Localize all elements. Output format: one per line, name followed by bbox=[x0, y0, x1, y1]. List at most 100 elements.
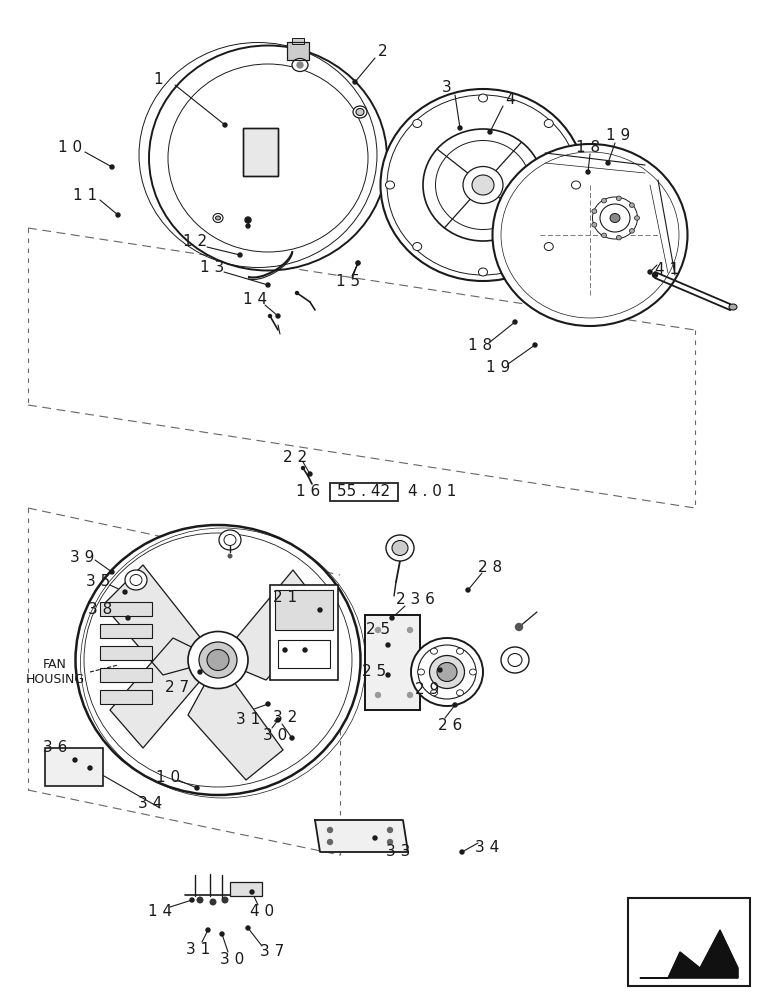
Text: 4: 4 bbox=[505, 93, 515, 107]
Text: 2: 2 bbox=[378, 44, 388, 60]
Ellipse shape bbox=[353, 106, 367, 118]
Text: 3 8: 3 8 bbox=[88, 602, 112, 617]
Polygon shape bbox=[110, 638, 218, 748]
Text: 1 9: 1 9 bbox=[486, 360, 510, 375]
Ellipse shape bbox=[501, 647, 529, 673]
Text: 1 6: 1 6 bbox=[296, 485, 320, 499]
Text: 2 5: 2 5 bbox=[362, 664, 386, 680]
Ellipse shape bbox=[437, 662, 457, 682]
Text: 3 2: 3 2 bbox=[273, 710, 297, 726]
Circle shape bbox=[388, 828, 392, 832]
Text: 4 1: 4 1 bbox=[655, 262, 679, 277]
Circle shape bbox=[586, 170, 590, 174]
Polygon shape bbox=[218, 570, 328, 680]
Circle shape bbox=[228, 554, 232, 558]
Text: 1 0: 1 0 bbox=[58, 140, 82, 155]
Circle shape bbox=[210, 899, 216, 905]
Circle shape bbox=[458, 126, 462, 130]
Ellipse shape bbox=[592, 209, 597, 213]
Circle shape bbox=[606, 161, 610, 165]
Circle shape bbox=[246, 926, 250, 930]
Circle shape bbox=[515, 624, 522, 631]
Ellipse shape bbox=[380, 89, 585, 281]
Ellipse shape bbox=[601, 233, 607, 238]
Circle shape bbox=[222, 897, 228, 903]
Circle shape bbox=[276, 314, 280, 318]
Ellipse shape bbox=[292, 58, 308, 72]
Circle shape bbox=[302, 466, 304, 470]
Circle shape bbox=[206, 928, 210, 932]
Ellipse shape bbox=[219, 530, 241, 550]
Circle shape bbox=[269, 314, 272, 318]
Ellipse shape bbox=[463, 166, 503, 204]
Ellipse shape bbox=[478, 94, 488, 102]
Ellipse shape bbox=[634, 216, 640, 220]
Ellipse shape bbox=[125, 570, 147, 590]
Circle shape bbox=[246, 224, 250, 228]
Ellipse shape bbox=[418, 669, 425, 675]
Text: 1 8: 1 8 bbox=[468, 338, 492, 353]
Text: 3 6: 3 6 bbox=[43, 740, 67, 756]
Text: 4 0: 4 0 bbox=[250, 904, 274, 920]
Circle shape bbox=[303, 648, 307, 652]
Ellipse shape bbox=[501, 152, 679, 318]
Bar bbox=[270, 585, 338, 680]
Circle shape bbox=[283, 648, 287, 652]
Circle shape bbox=[453, 703, 457, 707]
Text: FAN
HOUSING: FAN HOUSING bbox=[25, 658, 84, 686]
Ellipse shape bbox=[130, 574, 142, 585]
Ellipse shape bbox=[386, 181, 395, 189]
Circle shape bbox=[126, 616, 130, 620]
Ellipse shape bbox=[216, 216, 220, 220]
Text: 3 4: 3 4 bbox=[475, 840, 499, 856]
Circle shape bbox=[297, 62, 303, 68]
FancyBboxPatch shape bbox=[330, 483, 398, 501]
Bar bbox=[230, 882, 262, 896]
Text: 1 5: 1 5 bbox=[336, 274, 360, 290]
Text: 1 0: 1 0 bbox=[156, 770, 180, 784]
Text: 2 2: 2 2 bbox=[283, 450, 307, 464]
Circle shape bbox=[513, 320, 517, 324]
Text: 3 0: 3 0 bbox=[263, 728, 287, 742]
Circle shape bbox=[318, 608, 322, 612]
Bar bbox=[278, 640, 330, 668]
Text: 2 5: 2 5 bbox=[366, 622, 390, 638]
Ellipse shape bbox=[149, 45, 387, 270]
Text: 3 1: 3 1 bbox=[186, 942, 210, 958]
Text: 3 4: 3 4 bbox=[138, 796, 162, 810]
Text: 1 8: 1 8 bbox=[576, 140, 600, 155]
Ellipse shape bbox=[213, 214, 223, 223]
Circle shape bbox=[327, 840, 333, 844]
Bar bbox=[100, 646, 152, 660]
Text: 1: 1 bbox=[153, 73, 163, 88]
Ellipse shape bbox=[412, 243, 422, 251]
Ellipse shape bbox=[392, 540, 408, 556]
Text: 2 3 6: 2 3 6 bbox=[396, 592, 435, 607]
Polygon shape bbox=[315, 820, 408, 852]
Bar bbox=[100, 668, 152, 682]
Circle shape bbox=[376, 692, 380, 698]
Ellipse shape bbox=[168, 64, 368, 252]
Text: 1 2: 1 2 bbox=[183, 234, 207, 249]
Circle shape bbox=[356, 261, 359, 265]
Text: 3 5: 3 5 bbox=[86, 574, 110, 589]
Bar bbox=[628, 898, 750, 986]
Ellipse shape bbox=[456, 690, 464, 696]
Circle shape bbox=[408, 628, 412, 633]
Bar bbox=[287, 42, 309, 60]
Circle shape bbox=[110, 165, 114, 169]
Circle shape bbox=[88, 766, 92, 770]
Ellipse shape bbox=[592, 197, 637, 239]
Circle shape bbox=[308, 472, 312, 476]
Circle shape bbox=[356, 261, 360, 265]
Circle shape bbox=[110, 570, 114, 574]
Ellipse shape bbox=[386, 535, 414, 561]
Circle shape bbox=[266, 702, 270, 706]
Circle shape bbox=[376, 628, 380, 633]
Ellipse shape bbox=[199, 642, 237, 678]
Bar bbox=[100, 602, 152, 616]
Text: 3 7: 3 7 bbox=[260, 944, 284, 960]
Ellipse shape bbox=[617, 235, 621, 240]
Ellipse shape bbox=[492, 144, 687, 326]
Bar bbox=[275, 590, 333, 630]
